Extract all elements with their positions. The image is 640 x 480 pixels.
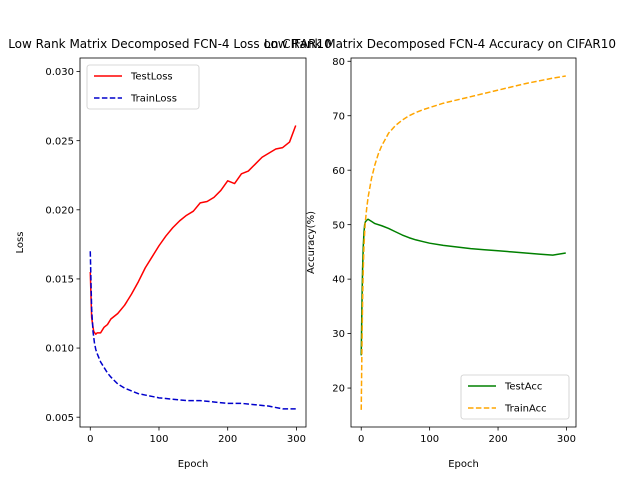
x-tick-label: 300	[557, 434, 576, 445]
y-tick-label: 0.005	[45, 413, 74, 424]
chart-title-1: Low Rank Matrix Decomposed FCN-4 Loss on…	[8, 37, 332, 51]
y-axis-title: Loss	[15, 232, 26, 254]
y-tick-label: 0.025	[45, 136, 74, 147]
x-tick-label: 0	[358, 434, 364, 445]
x-tick-label: 200	[489, 434, 508, 445]
x-tick-label: 0	[87, 434, 93, 445]
plot-frame	[79, 57, 307, 428]
legend: TestLoss TrainLoss	[86, 64, 200, 110]
y-tick-label: 0.020	[45, 205, 74, 216]
y-tick-label: 0.030	[45, 67, 74, 78]
legend: TestAcc TrainAcc	[460, 374, 570, 420]
chart-titles: Low Rank Matrix Decomposed FCN-4 Loss on…	[8, 37, 616, 51]
y-tick-label: 60	[332, 166, 345, 177]
legend-label-trainloss: TrainLoss	[130, 94, 177, 105]
legend-label-trainacc: TrainAcc	[504, 404, 547, 415]
y-tick-label: 70	[332, 111, 345, 122]
legend-label-testloss: TestLoss	[130, 72, 173, 83]
series-line-testloss	[89, 125, 297, 335]
x-tick-label: 200	[218, 434, 237, 445]
series-line-trainloss	[89, 251, 296, 410]
y-tick-label: 0.010	[45, 344, 74, 355]
y-tick-label: 0.015	[45, 275, 74, 286]
plot-frame	[350, 57, 577, 428]
series-line-trainacc	[360, 75, 566, 410]
y-tick-label: 50	[332, 220, 345, 231]
chart-panel-1: 0 100 200 300 0.005 0.010 0.015 0.020 0.025 0.030…	[15, 57, 307, 470]
legend-label-testacc: TestAcc	[504, 382, 542, 393]
y-tick-label: 80	[332, 57, 345, 68]
x-axis-title: Epoch	[178, 459, 209, 470]
y-axis-title: Accuracy(%)	[306, 211, 317, 274]
y-tick-label: 30	[332, 329, 345, 340]
x-tick-label: 100	[149, 434, 168, 445]
x-axis-title: Epoch	[448, 459, 479, 470]
y-tick-label: 20	[332, 384, 345, 395]
x-tick-label: 300	[287, 434, 306, 445]
x-tick-label: 100	[420, 434, 439, 445]
y-tick-label: 40	[332, 275, 345, 286]
chart-title-2: Low Rank Matrix Decomposed FCN-4 Accurac…	[264, 37, 616, 51]
chart-panel-2: 0 100 200 300 20 30 40 50 60 70 80 Epoch Accuracy(%)…	[306, 57, 577, 470]
